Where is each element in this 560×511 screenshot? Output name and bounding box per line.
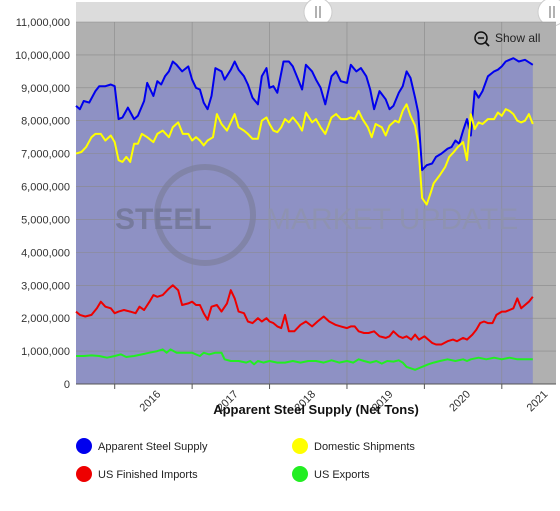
y-tick-label: 9,000,000 [21,83,70,95]
y-tick-label: 10,000,000 [15,50,70,62]
watermark: STEEL MARKET UPDATE [115,164,518,266]
watermark-bold: STEEL [115,203,212,236]
legend-label: US Finished Imports [98,469,198,481]
y-tick-label: 7,000,000 [21,149,70,161]
x-tick-label: 2016 [138,388,164,414]
y-tick-label: 4,000,000 [21,247,70,259]
y-tick-label: 8,000,000 [21,116,70,128]
y-tick-label: 0 [64,379,70,391]
y-tick-label: 3,000,000 [21,280,70,292]
series-line-us-exports [76,348,533,371]
y-tick-label: 2,000,000 [21,313,70,325]
y-tick-label: 11,000,000 [16,17,70,29]
series-lines [75,57,534,371]
legend-item-apparent-steel-supply[interactable]: Apparent Steel Supply [76,438,208,454]
y-axis-ticks: 0 1,000,000 2,000,000 3,000,000 4,000,000 5,0… [15,17,70,391]
legend-label: Domestic Shipments [314,441,415,453]
legend-swatch [76,466,92,482]
legend-label: US Exports [314,469,370,481]
legend-item-us-finished-imports[interactable]: US Finished Imports [76,466,198,482]
legend: Apparent Steel Supply Domestic Shipments U… [76,438,415,482]
legend-item-us-exports[interactable]: US Exports [292,466,370,482]
legend-swatch [292,466,308,482]
y-tick-label: 5,000,000 [21,214,70,226]
legend-item-domestic-shipments[interactable]: Domestic Shipments [292,438,415,454]
x-axis-label: Apparent Steel Supply (Net Tons) [213,402,419,417]
x-tick-label: 2020 [447,388,473,414]
zoom-out-icon [474,31,490,47]
show-all-label: Show all [495,31,540,45]
series-line-domestic-shipments [75,103,534,206]
series-line-us-finished-imports [75,284,534,346]
series-line-apparent-steel-supply [75,57,534,172]
x-tick-label: 2021 [525,388,551,414]
legend-swatch [292,438,308,454]
y-tick-label: 6,000,000 [21,182,70,194]
show-all-button[interactable]: Show all [468,28,548,50]
legend-swatch [76,438,92,454]
watermark-light: MARKET UPDATE [266,203,518,236]
legend-label: Apparent Steel Supply [98,441,208,453]
y-tick-label: 1,000,000 [21,346,70,358]
